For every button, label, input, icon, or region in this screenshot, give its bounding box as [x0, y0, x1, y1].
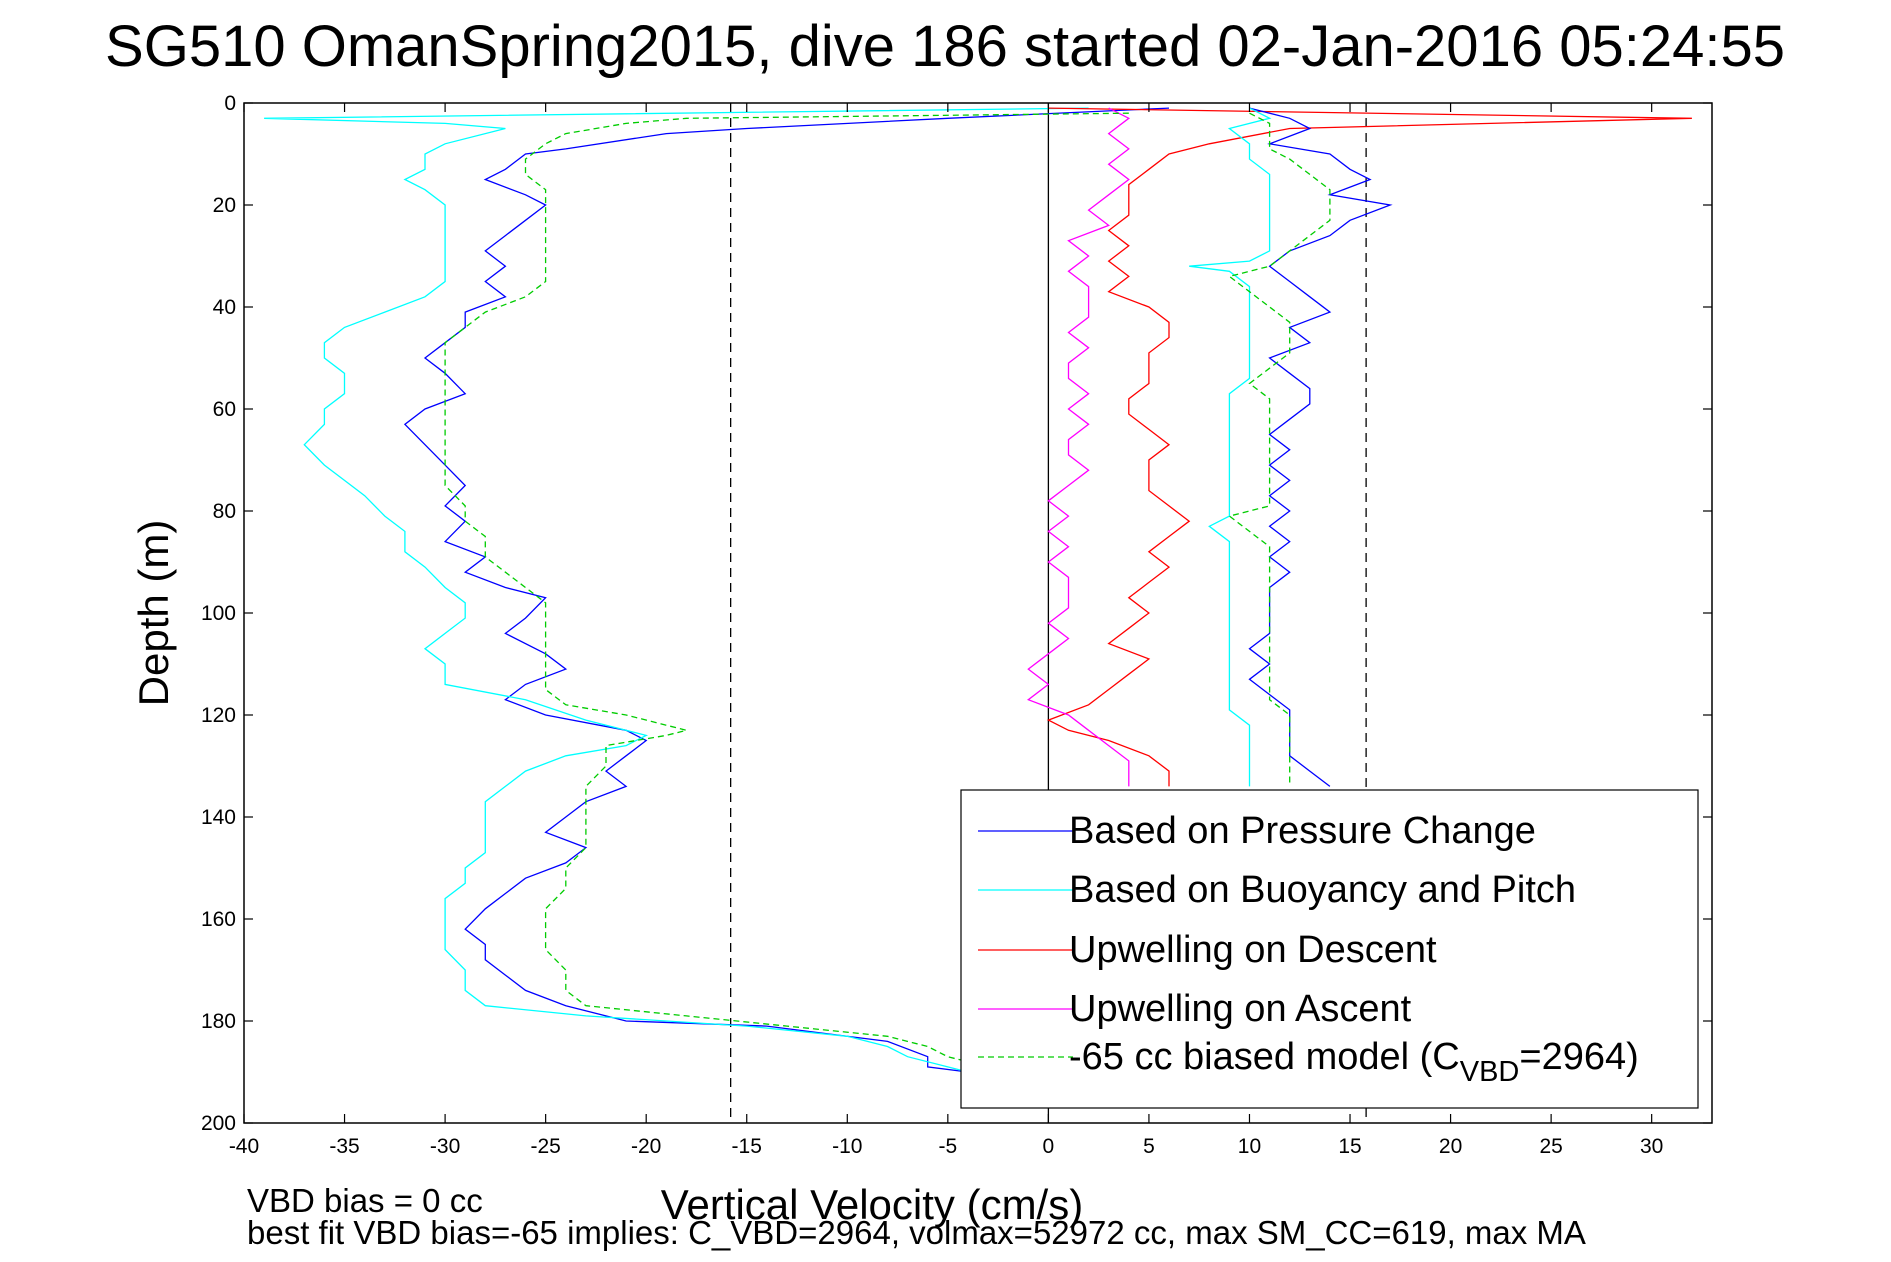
series-line-0 — [403, 107, 1170, 1073]
x-tick-label: -20 — [631, 1135, 661, 1158]
x-tick-label: 30 — [1640, 1135, 1663, 1158]
y-tick-label: 100 — [201, 602, 236, 625]
x-axis-label: Vertical Velocity (cm/s) — [661, 1181, 1083, 1228]
x-tick-label: 0 — [1043, 1135, 1055, 1158]
y-tick-label: 80 — [213, 500, 236, 523]
x-tick-label: -15 — [732, 1135, 762, 1158]
vbd-bias-note: VBD bias = 0 cc — [247, 1182, 483, 1219]
y-axis: 0 20 40 60 80 100 120 140 160 180 200 — [201, 92, 1712, 1135]
x-tick-label: -5 — [938, 1135, 957, 1158]
x-axis: -40 -35 -30 -25 -20 -15 -10 -5 0 5 10 15 20 25 30 — [229, 103, 1663, 1158]
y-tick-label: 160 — [201, 908, 236, 931]
x-tick-label: -10 — [832, 1135, 862, 1158]
y-tick-label: 200 — [201, 1112, 236, 1135]
y-tick-label: 0 — [224, 92, 236, 115]
x-tick-label: -40 — [229, 1135, 259, 1158]
series-line-4 — [444, 112, 1129, 1068]
series-line-1 — [264, 107, 1089, 1073]
series-layer — [264, 107, 1692, 1073]
y-tick-label: 140 — [201, 806, 236, 829]
series-line-2 — [1046, 107, 1692, 787]
legend: Based on Pressure Change Based on Buoyanc… — [960, 789, 1699, 1109]
legend-label: Upwelling on Descent — [1069, 929, 1437, 971]
y-tick-label: 60 — [213, 398, 236, 421]
series-line-3 — [1026, 107, 1131, 787]
x-tick-label: -30 — [430, 1135, 460, 1158]
x-tick-label: 20 — [1439, 1135, 1462, 1158]
chart-title: SG510 OmanSpring2015, dive 186 started 0… — [105, 14, 1785, 79]
x-tick-label: 25 — [1539, 1135, 1562, 1158]
x-tick-label: -35 — [329, 1135, 359, 1158]
y-tick-label: 180 — [201, 1010, 236, 1033]
best-fit-note: best fit VBD bias=-65 implies: C_VBD=296… — [247, 1214, 1586, 1251]
legend-box — [960, 789, 1699, 1109]
y-tick-label: 120 — [201, 704, 236, 727]
y-tick-label: 40 — [213, 296, 236, 319]
y-axis-label: Depth (m) — [130, 520, 177, 707]
y-tick-label: 20 — [213, 194, 236, 217]
x-tick-label: -25 — [530, 1135, 560, 1158]
legend-label: Upwelling on Ascent — [1069, 988, 1412, 1030]
x-tick-label: 10 — [1238, 1135, 1261, 1158]
legend-label: -65 cc biased model (CVBD=2964) — [1069, 1036, 1639, 1088]
x-tick-label: 15 — [1338, 1135, 1361, 1158]
legend-label: Based on Pressure Change — [1069, 810, 1536, 852]
x-tick-label: 5 — [1143, 1135, 1155, 1158]
legend-label: Based on Buoyancy and Pitch — [1069, 869, 1576, 911]
series-line-5 — [1248, 107, 1393, 787]
series-line-6 — [1189, 107, 1272, 787]
